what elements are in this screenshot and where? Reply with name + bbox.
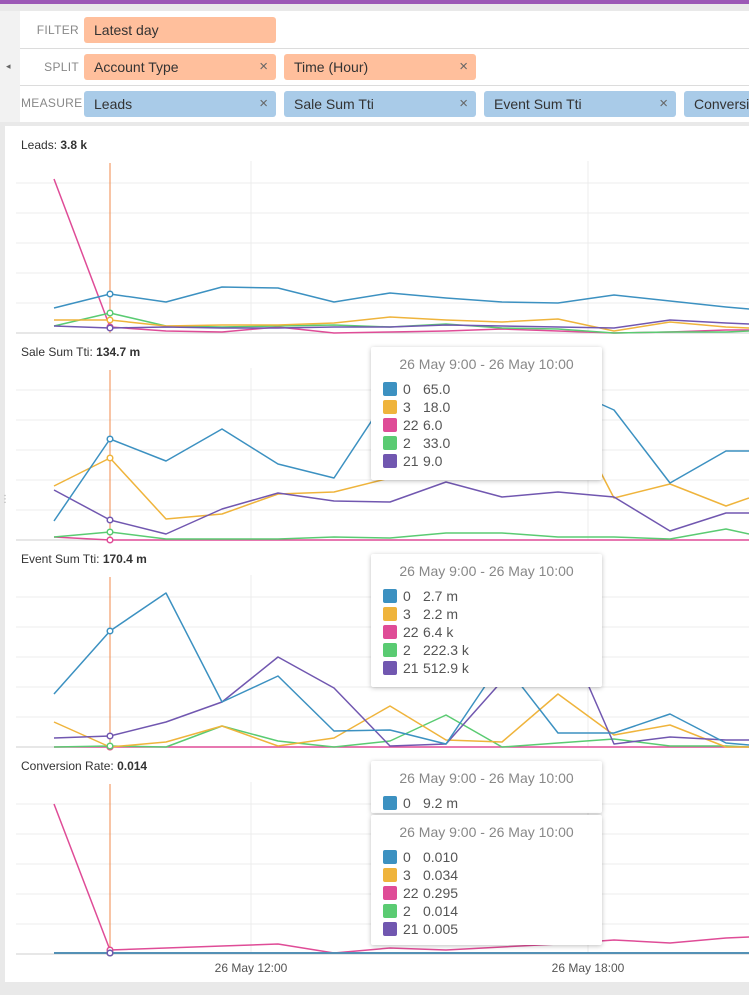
remove-icon[interactable]: × — [459, 95, 468, 112]
legend-swatch — [383, 868, 397, 882]
tooltip-row: 2 0.014 — [371, 902, 602, 920]
split-pill-label: Account Type — [94, 59, 179, 75]
legend-swatch — [383, 850, 397, 864]
series-line-2 — [53, 528, 749, 540]
tooltip-title: 26 May 9:00 - 26 May 10:00 — [399, 356, 574, 372]
tooltip-conversion-rate: 26 May 9:00 - 26 May 10:00 0 0.010 3 0.034… — [371, 815, 602, 945]
tooltip-partial: 26 May 9:00 - 26 May 10:00 0 9.2 m — [371, 761, 602, 813]
hover-point-21 — [106, 516, 114, 524]
measure-row-label: MEASURE — [21, 96, 83, 110]
tooltip-row: 22 6.0 — [371, 416, 602, 434]
collapse-panel-handle[interactable]: ◂ — [0, 11, 20, 122]
tooltip-sale-sum-tti: 26 May 9:00 - 26 May 10:00 0 65.0 3 18.0 2… — [371, 347, 602, 480]
remove-icon[interactable]: × — [459, 58, 468, 75]
series-line-22 — [53, 803, 749, 954]
legend-swatch — [383, 418, 397, 432]
legend-swatch — [383, 382, 397, 396]
tooltip-row: 21 512.9 k — [371, 659, 602, 677]
tooltip-row: 0 2.7 m — [371, 587, 602, 605]
series-line-22 — [53, 178, 749, 334]
tooltip-row: 3 18.0 — [371, 398, 602, 416]
hover-point-2 — [106, 742, 114, 750]
series-line-21 — [53, 481, 749, 535]
legend-swatch — [383, 643, 397, 657]
tooltip-row: 2 33.0 — [371, 434, 602, 452]
series-line-3 — [54, 316, 749, 332]
chart-title-sale-sum-tti: Sale Sum Tti: 134.7 m — [21, 345, 141, 359]
series-line-0 — [53, 592, 749, 746]
filter-row-label: FILTER — [36, 23, 79, 37]
legend-swatch — [383, 625, 397, 639]
tooltip-row: 3 0.034 — [371, 866, 602, 884]
legend-swatch — [383, 436, 397, 450]
hover-point-21 — [106, 324, 114, 332]
measure-pill-conversion-rate[interactable]: Conversion Rate — [684, 91, 749, 117]
hover-point-3 — [106, 454, 114, 462]
legend-swatch — [383, 886, 397, 900]
series-line-21 — [53, 319, 749, 329]
hover-point-0 — [106, 435, 114, 443]
split-pill-account-type[interactable]: Account Type × — [84, 54, 276, 80]
series-line-0 — [53, 286, 749, 310]
remove-icon[interactable]: × — [259, 95, 268, 112]
tooltip-title: 26 May 9:00 - 26 May 10:00 — [399, 770, 574, 786]
filter-pill-label: Latest day — [94, 22, 159, 38]
split-row-label: SPLIT — [44, 60, 79, 74]
tooltip-row: 22 0.295 — [371, 884, 602, 902]
measure-pill-label: Leads — [94, 96, 133, 112]
hover-marker — [106, 163, 114, 957]
remove-icon[interactable]: × — [259, 58, 268, 75]
hover-point-2 — [106, 528, 114, 536]
chart-title-event-sum-tti: Event Sum Tti: 170.4 m — [21, 552, 147, 566]
series-line-3 — [53, 693, 749, 748]
time-axis-tick: 26 May 18:00 — [552, 961, 625, 975]
filter-pill-latest-day[interactable]: Latest day — [84, 17, 276, 43]
collapse-arrow-icon[interactable]: ◂ — [6, 61, 11, 71]
hover-point-3 — [106, 316, 114, 324]
legend-swatch — [383, 904, 397, 918]
hover-point-0 — [106, 290, 114, 298]
measure-pill-sale-sum-tti[interactable]: Sale Sum Tti × — [284, 91, 476, 117]
tooltip-row: 21 9.0 — [371, 452, 602, 470]
legend-swatch — [383, 607, 397, 621]
divider — [20, 85, 749, 86]
chart-title-conversion-rate: Conversion Rate: 0.014 — [21, 759, 148, 773]
tooltip-title: 26 May 9:00 - 26 May 10:00 — [399, 563, 574, 579]
tooltip-row: 3 2.2 m — [371, 605, 602, 623]
series-line-2 — [53, 714, 749, 748]
tooltip-row: 21 0.005 — [371, 920, 602, 938]
measure-pill-leads[interactable]: Leads × — [84, 91, 276, 117]
divider — [20, 48, 749, 49]
legend-swatch — [383, 661, 397, 675]
legend-swatch — [383, 454, 397, 468]
split-pill-time-hour[interactable]: Time (Hour) × — [284, 54, 476, 80]
measure-pill-event-sum-tti[interactable]: Event Sum Tti × — [484, 91, 676, 117]
chart-title-leads: Leads: 3.8 k — [21, 138, 88, 152]
tooltip-row: 0 9.2 m — [371, 794, 602, 812]
top-accent-bar — [0, 0, 749, 4]
tooltip-row: 2 222.3 k — [371, 641, 602, 659]
tooltip-row: 22 6.4 k — [371, 623, 602, 641]
hover-point-21 — [106, 732, 114, 740]
tooltip-event-sum-tti: 26 May 9:00 - 26 May 10:00 0 2.7 m 3 2.2 m… — [371, 554, 602, 687]
hover-point-22 — [106, 536, 114, 544]
measure-pill-label: Sale Sum Tti — [294, 96, 374, 112]
measure-pill-label: Conversion Rate — [694, 96, 749, 112]
hover-point-0 — [106, 627, 114, 635]
hover-point-2 — [106, 309, 114, 317]
remove-icon[interactable]: × — [659, 95, 668, 112]
split-pill-label: Time (Hour) — [294, 59, 369, 75]
legend-swatch — [383, 796, 397, 810]
tooltip-title: 26 May 9:00 - 26 May 10:00 — [399, 824, 574, 840]
tooltip-row: 0 65.0 — [371, 380, 602, 398]
hover-point-21 — [106, 949, 114, 957]
series-line-21 — [53, 615, 749, 747]
time-axis-tick: 26 May 12:00 — [215, 961, 288, 975]
legend-swatch — [383, 589, 397, 603]
tooltip-row: 0 0.010 — [371, 848, 602, 866]
series-line-22 — [53, 536, 749, 541]
legend-swatch — [383, 400, 397, 414]
legend-swatch — [383, 922, 397, 936]
measure-pill-label: Event Sum Tti — [494, 96, 582, 112]
